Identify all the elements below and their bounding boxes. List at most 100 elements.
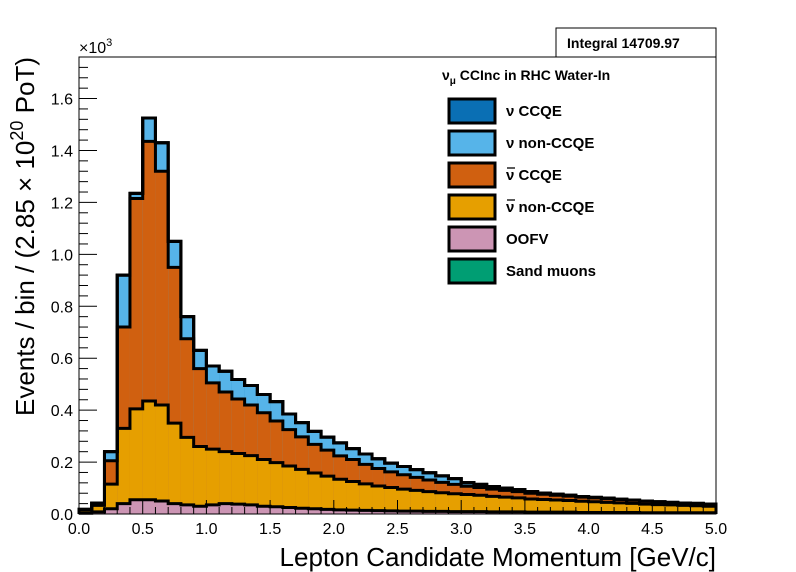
legend-label-5: Sand muons: [506, 263, 596, 280]
bar-oofv-bin-5: [142, 499, 156, 514]
bar-oofv-bin-11: [219, 503, 232, 514]
bar-oofv-bin-4: [129, 499, 143, 514]
bar--non-ccqe-bar--bin-12: [231, 453, 245, 514]
y-tick-label: 1.4: [51, 143, 73, 160]
y-tick-label: 0.4: [51, 403, 73, 420]
bar--non-ccqe-bar--bin-28: [435, 492, 449, 514]
legend-swatch-0: [447, 97, 497, 125]
bar--non-ccqe-bar--bin-36: [537, 499, 551, 514]
bar-oofv-bin-7: [168, 503, 181, 514]
bar-oofv-bin-3: [117, 503, 130, 514]
bar--non-ccqe-bar--bin-11: [219, 451, 232, 514]
bar--non-ccqe-bar--bin-15: [270, 462, 283, 514]
legend-label-2: ν CCQE: [506, 167, 562, 184]
bar--non-ccqe-bar--bin-22: [359, 483, 373, 514]
bar-oofv-bin-13: [244, 504, 258, 514]
bar--non-ccqe-bar--bin-6: [155, 404, 169, 514]
bar--non-ccqe-bar--bin-48: [690, 505, 704, 514]
bar--non-ccqe-bar--bin-23: [372, 485, 385, 514]
y-axis-label: Events / bin / (2.85 × 1020 PoT): [7, 57, 40, 416]
bar--non-ccqe-bar--bin-44: [639, 504, 653, 514]
y-tick-label: 0.6: [51, 351, 73, 368]
bar-oofv-bin-8: [180, 504, 194, 514]
bar-oofv-bin-2: [104, 508, 118, 514]
bar-oofv-bin-23: [372, 510, 385, 514]
bar-oofv-bin-21: [346, 510, 360, 514]
bar--non-ccqe-bar--bin-13: [244, 455, 258, 514]
bar--non-ccqe-bar--bin-32: [486, 496, 500, 514]
y-tick-label: 0.0: [51, 507, 73, 524]
bar--non-ccqe-bar--bin-24: [384, 487, 398, 514]
bar--non-ccqe-bar--bin-42: [614, 502, 627, 514]
x-tick-label: 2.5: [386, 521, 408, 538]
x-tick-label: 3.0: [450, 521, 472, 538]
bar-oofv-bin-20: [333, 509, 347, 514]
x-axis-label: Lepton Candidate Momentum [GeV/c]: [280, 542, 716, 572]
bar--non-ccqe-bar--bin-30: [461, 494, 474, 514]
legend-swatch-5: [447, 257, 497, 285]
bar--non-ccqe-bar--bin-21: [346, 481, 360, 514]
bar--non-ccqe-bar--bin-8: [180, 437, 194, 514]
legend-label-0: ν CCQE: [506, 103, 562, 120]
bar-oofv-bin-10: [206, 504, 220, 514]
bar--non-ccqe-bar--bin-20: [333, 479, 347, 514]
legend-label-4: OOFV: [506, 231, 549, 248]
bar--non-ccqe-bar--bin-16: [282, 465, 296, 514]
x-tick-label: 5.0: [705, 521, 727, 538]
outline-sand-muons: [77, 116, 718, 514]
bar-oofv-bin-14: [257, 506, 271, 514]
legend-swatch-3: [447, 193, 497, 221]
bar--non-ccqe-bar--bin-33: [499, 497, 513, 514]
bar-oofv-bin-12: [231, 504, 245, 514]
bar--non-ccqe-bar--bin-26: [410, 490, 423, 514]
y-tick-label: 1.0: [51, 247, 73, 264]
bar--non-ccqe-bar--bin-41: [601, 502, 615, 514]
x-tick-label: 4.0: [577, 521, 599, 538]
legend-label-1: ν non-CCQE: [506, 135, 594, 152]
x-tick-label: 0.5: [132, 521, 154, 538]
bar--non-ccqe-bar--bin-18: [308, 472, 322, 514]
x-tick-label: 1.0: [195, 521, 217, 538]
legend-label-3: ν non-CCQE: [506, 199, 594, 216]
bar-oofv-bin-9: [193, 506, 207, 514]
y-tick-label: 1.2: [51, 195, 73, 212]
bar-oofv-bin-24: [384, 510, 398, 514]
bar--non-ccqe-bar--bin-27: [422, 491, 436, 514]
bar-oofv-bin-19: [321, 509, 334, 514]
bar--non-ccqe-bar--bin-9: [193, 446, 207, 514]
bar--non-ccqe-bar--bin-29: [448, 493, 462, 514]
bar-oofv-bin-16: [282, 507, 296, 514]
bar-oofv-bin-22: [359, 510, 373, 514]
bar--non-ccqe-bar--bin-5: [142, 401, 156, 514]
x-tick-label: 0.0: [68, 521, 90, 538]
legend-swatch-1: [447, 129, 497, 157]
axes: 0.0 0.5 1.0 1.5 2.0 2.5 3.0 3.5 4.0 4.5 5.0 0.0 0.2 0…: [51, 66, 727, 538]
bar--non-ccqe-bar--bin-10: [206, 449, 220, 514]
legend-swatch-2: [447, 161, 497, 189]
bar--non-ccqe-bar--bin-3: [117, 428, 130, 514]
bar--non-ccqe-bar--bin-45: [652, 504, 666, 514]
bar--non-ccqe-bar--bin-49: [703, 506, 716, 514]
legend-swatch-4: [447, 225, 497, 253]
bar--non-ccqe-bar--bin-2: [104, 484, 118, 514]
bar--non-ccqe-bar--bin-34: [512, 497, 525, 514]
bar--non-ccqe-bar--bin-37: [550, 499, 564, 514]
y-multiplier: ×103: [79, 37, 112, 57]
x-tick-label: 3.5: [514, 521, 536, 538]
bar--non-ccqe-bar--bin-46: [665, 504, 678, 514]
outline--non-ccqe-bar-: [77, 399, 718, 514]
y-tick-label: 0.2: [51, 455, 73, 472]
bar--non-ccqe-bar--bin-17: [295, 469, 309, 514]
legend-entries: ν CCQE ν non-CCQE ν CCQE ν non-CCQE OOFV Sand…: [447, 97, 596, 285]
bar--non-ccqe-bar--bin-39: [575, 501, 589, 514]
bar--non-ccqe-bar--bin-31: [473, 495, 487, 514]
stats-box: Integral 14709.97: [555, 27, 717, 58]
legend: νμ CCInc in RHC Water-In ν CCQE ν non-CCQ…: [442, 67, 610, 285]
bar--non-ccqe-bar--bin-14: [257, 459, 271, 514]
legend-header: νμ CCInc in RHC Water-In: [442, 67, 610, 87]
bar--non-ccqe-bar--bin-7: [168, 423, 181, 514]
bar--non-ccqe-bar--bin-38: [563, 500, 576, 514]
bar--non-ccqe-bar--bin-19: [321, 476, 334, 514]
y-tick-label: 1.6: [51, 92, 73, 109]
bar-oofv-bin-18: [308, 508, 322, 514]
